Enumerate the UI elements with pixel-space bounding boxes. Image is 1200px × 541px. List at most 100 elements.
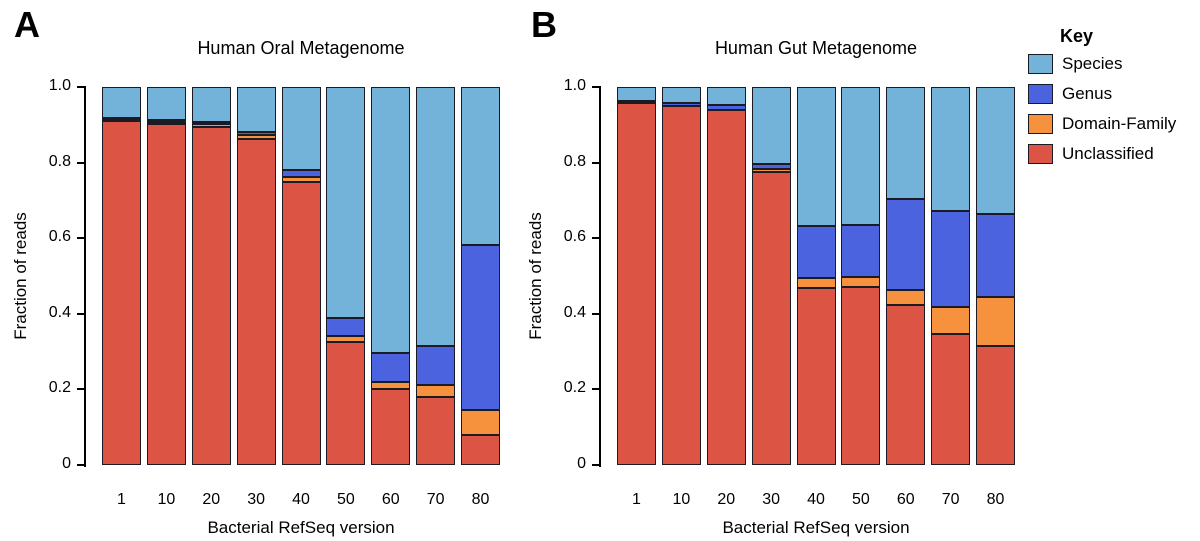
- bar-segment-species: [841, 87, 881, 225]
- bar-segment-domain-family: [371, 381, 411, 390]
- bar-refseq-70: [416, 87, 456, 465]
- bar-segment-domain-family: [102, 119, 141, 122]
- bar-segment-genus: [371, 353, 411, 382]
- bar-segment-species: [796, 87, 836, 227]
- y-tick-mark: [592, 86, 599, 88]
- y-tick-mark: [77, 161, 84, 164]
- bar-segment-domain-family: [416, 384, 456, 397]
- bar-segment-species: [281, 87, 321, 171]
- y-tick-label: 0.2: [48, 379, 71, 397]
- bar-segment-unclassified: [236, 139, 276, 465]
- bar-segment-unclassified: [102, 121, 141, 465]
- x-tick-label: 40: [807, 491, 825, 508]
- y-tick-mark: [77, 312, 84, 315]
- bar-segment-unclassified: [617, 103, 656, 465]
- x-tick-label: 70: [941, 491, 960, 508]
- bar-segment-species: [617, 87, 656, 101]
- y-tick-label: 0.6: [563, 228, 586, 246]
- bar-segment-domain-family: [931, 306, 971, 334]
- bar-segment-genus: [102, 117, 141, 120]
- bar-refseq-10: [661, 87, 701, 465]
- bar-refseq-50: [326, 87, 366, 465]
- bar-segment-genus: [281, 170, 321, 177]
- y-tick-mark: [77, 388, 84, 391]
- x-tick-label: 60: [381, 491, 400, 508]
- bar-segment-species: [976, 87, 1015, 214]
- bar-segment-unclassified: [976, 345, 1015, 465]
- chart-title-gut: Human Gut Metagenome: [714, 38, 918, 58]
- x-axis-label: Bacterial RefSeq version: [207, 518, 395, 537]
- y-tick-label: 0.4: [48, 303, 71, 321]
- bar-refseq-1: [617, 87, 656, 465]
- bar-segment-unclassified: [661, 106, 701, 465]
- legend-label: Domain-Family: [1062, 114, 1177, 133]
- y-tick-label: 0.6: [48, 228, 71, 246]
- x-tick-label: 80: [986, 491, 1005, 508]
- bar-segment-domain-family: [796, 277, 836, 289]
- bar-segment-genus: [326, 317, 366, 337]
- bar-refseq-80: [461, 87, 500, 465]
- bar-segment-unclassified: [146, 124, 186, 465]
- bar-refseq-10: [146, 87, 186, 465]
- bar-segment-species: [931, 87, 971, 211]
- x-tick-label: 30: [762, 491, 781, 508]
- bar-segment-genus: [617, 100, 656, 103]
- bar-refseq-20: [191, 87, 231, 465]
- bar-segment-genus: [236, 131, 276, 135]
- bar-segment-species: [461, 87, 500, 246]
- bar-segment-domain-family: [886, 290, 926, 306]
- bar-segment-domain-family: [281, 176, 321, 183]
- bar-segment-genus: [661, 103, 701, 106]
- y-tick-mark: [77, 237, 84, 240]
- legend-label: Genus: [1062, 84, 1113, 103]
- x-axis-label: Bacterial RefSeq version: [722, 518, 910, 537]
- bar-segment-species: [416, 87, 456, 346]
- bar-segment-genus: [796, 226, 836, 278]
- bar-segment-genus: [416, 345, 456, 385]
- x-tick-labels: 1 10 20 30 40 50 60 70 80: [617, 490, 1015, 510]
- bar-refseq-30: [751, 87, 791, 465]
- y-tick-label: 1.0: [563, 77, 586, 94]
- bar-refseq-40: [281, 87, 321, 465]
- bar-segment-domain-family: [841, 277, 881, 288]
- bar-refseq-50: [841, 87, 881, 465]
- bar-segment-species: [146, 87, 186, 121]
- y-tick-label: 0: [62, 455, 71, 472]
- y-tick-mark: [592, 312, 599, 315]
- y-tick-mark: [77, 86, 84, 88]
- y-tick-label: 0: [577, 455, 586, 472]
- bar-segment-unclassified: [461, 434, 500, 465]
- x-tick-label: 50: [851, 491, 870, 508]
- y-tick-mark: [592, 464, 599, 466]
- panel-letter-a: A: [14, 4, 40, 45]
- bar-refseq-30: [236, 87, 276, 465]
- bars-area: [617, 87, 1015, 465]
- bar-refseq-80: [976, 87, 1015, 465]
- bar-segment-unclassified: [281, 182, 321, 465]
- bar-segment-unclassified: [841, 287, 881, 465]
- y-tick-label: 0.8: [48, 152, 71, 170]
- x-tick-label: 60: [896, 491, 915, 508]
- bar-segment-unclassified: [326, 342, 366, 465]
- bar-segment-unclassified: [416, 396, 456, 465]
- bar-segment-genus: [191, 122, 231, 125]
- bar-segment-genus: [976, 213, 1015, 297]
- bar-refseq-70: [931, 87, 971, 465]
- bar-segment-species: [236, 87, 276, 132]
- x-tick-label: 40: [292, 491, 310, 508]
- bar-segment-domain-family: [326, 336, 366, 343]
- bar-segment-species: [751, 87, 791, 165]
- legend-swatch-unclassified: [1028, 144, 1053, 164]
- bar-segment-genus: [706, 105, 746, 110]
- x-tick-label: 30: [247, 491, 266, 508]
- bar-segment-domain-family: [146, 121, 186, 125]
- bar-segment-genus: [146, 119, 186, 122]
- bar-segment-domain-family: [976, 296, 1015, 346]
- bars-area: [102, 87, 500, 465]
- bar-segment-genus: [886, 199, 926, 290]
- bar-segment-unclassified: [371, 389, 411, 465]
- bar-segment-genus: [461, 245, 500, 411]
- x-tick-label: 70: [426, 491, 445, 508]
